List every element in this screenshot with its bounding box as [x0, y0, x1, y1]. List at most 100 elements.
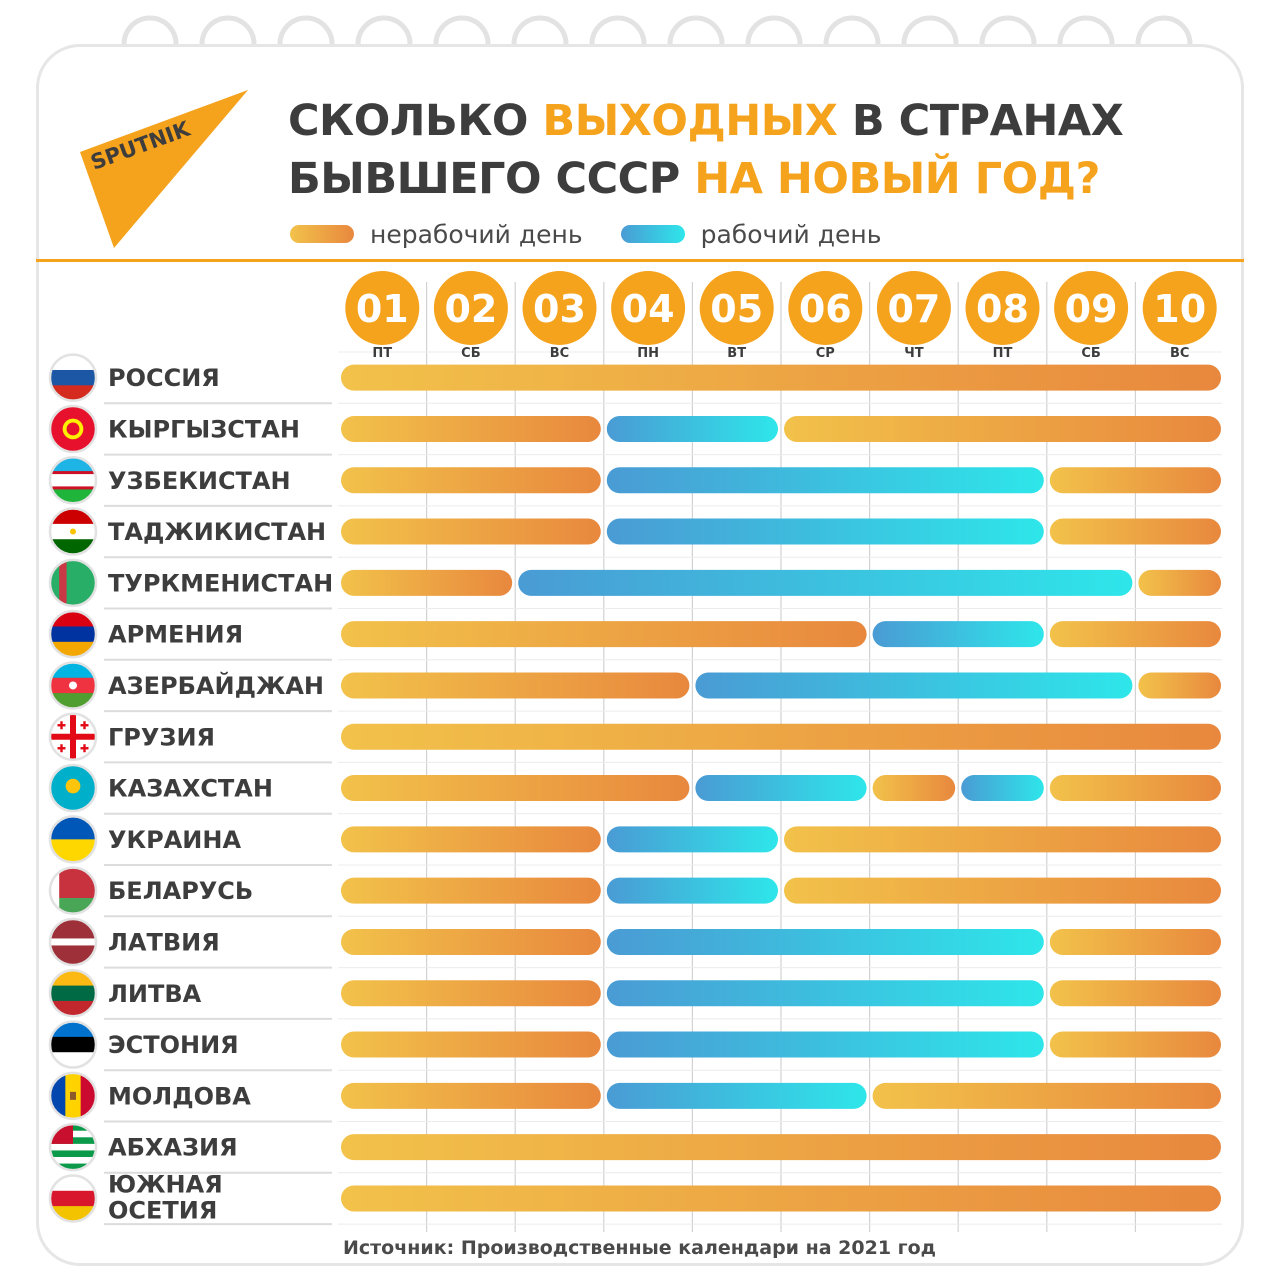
- nonworking-bar: [784, 415, 1221, 442]
- nonworking-bar: [872, 775, 956, 802]
- nonworking-bar: [341, 775, 690, 802]
- uzbekistan-flag-icon: [48, 456, 98, 505]
- nonworking-bar: [1049, 467, 1221, 494]
- nonworking-bar: [1049, 775, 1221, 802]
- date-circle: [433, 271, 508, 345]
- weekday-label: СБ: [461, 346, 480, 361]
- nonworking-bar: [341, 1185, 1221, 1212]
- date-label: 07: [887, 287, 940, 331]
- country-label: ТАДЖИКИСТАН: [108, 518, 326, 546]
- russia-flag-icon: [48, 353, 98, 402]
- working-bar: [606, 826, 778, 853]
- nonworking-bar: [1049, 518, 1221, 545]
- working-bar: [872, 621, 1044, 648]
- belarus-flag-icon: [48, 866, 98, 915]
- nonworking-bar: [341, 569, 513, 596]
- nonworking-bar: [341, 518, 601, 545]
- date-circle: [699, 271, 774, 345]
- date-circle: [611, 271, 686, 345]
- working-bar: [606, 980, 1044, 1007]
- nonworking-bar: [341, 877, 601, 904]
- country-label: ЭСТОНИЯ: [108, 1031, 239, 1059]
- weekday-label: СБ: [1081, 346, 1100, 361]
- date-label: 05: [710, 287, 763, 331]
- country-label: УКРАИНА: [108, 826, 241, 854]
- weekday-label: ПТ: [372, 346, 392, 361]
- tajikistan-flag-icon: [48, 507, 98, 556]
- header-divider: [36, 259, 1244, 262]
- nonworking-bar: [341, 415, 601, 442]
- south-ossetia-flag-icon: [48, 1174, 98, 1223]
- working-bar: [961, 775, 1044, 802]
- nonworking-bar: [1049, 621, 1221, 648]
- country-label: ЮЖНАЯ ОСЕТИЯ: [108, 1170, 223, 1224]
- moldova-flag-icon: [48, 1071, 98, 1121]
- legend-item-nonworking: нерабочий день: [290, 220, 583, 249]
- country-label: АРМЕНИЯ: [108, 621, 243, 649]
- date-circle: [1054, 271, 1129, 345]
- date-circle: [788, 271, 863, 345]
- nonworking-bar: [1049, 928, 1221, 955]
- nonworking-bar: [341, 723, 1221, 750]
- country-label: АБХАЗИЯ: [108, 1134, 238, 1162]
- working-bar: [518, 569, 1133, 596]
- nonworking-bar: [341, 928, 601, 955]
- kazakhstan-flag-icon: [48, 763, 98, 813]
- nonworking-bar: [341, 621, 867, 648]
- date-label: 09: [1065, 287, 1118, 331]
- calendar-card: [36, 44, 1244, 1266]
- nonworking-bar: [872, 1082, 1221, 1109]
- nonworking-bar: [341, 980, 601, 1007]
- working-bar: [606, 928, 1044, 955]
- latvia-flag-icon: [48, 917, 98, 967]
- working-bar: [606, 518, 1044, 545]
- legend-label-nonworking: нерабочий день: [370, 219, 583, 249]
- nonworking-swatch: [290, 225, 354, 243]
- source-note: Источник: Производственные календари на …: [343, 1237, 936, 1259]
- date-circle: [1142, 271, 1217, 345]
- nonworking-bar: [784, 826, 1221, 853]
- kyrgyzstan-flag-icon: [48, 404, 98, 454]
- weekday-label: ПТ: [993, 346, 1013, 361]
- weekday-label: ПН: [637, 346, 659, 361]
- country-label: БЕЛАРУСЬ: [108, 877, 253, 905]
- working-bar: [695, 672, 1133, 699]
- weekday-label: ЧТ: [904, 346, 924, 361]
- country-label: РОССИЯ: [108, 364, 220, 392]
- nonworking-bar: [784, 877, 1221, 904]
- country-label: КАЗАХСТАН: [108, 775, 273, 803]
- nonworking-bar: [341, 364, 1221, 391]
- country-label: АЗЕРБАЙДЖАН: [108, 671, 324, 700]
- nonworking-bar: [341, 1031, 601, 1058]
- date-label: 03: [533, 287, 586, 331]
- nonworking-bar: [341, 467, 601, 494]
- working-bar: [606, 1031, 1044, 1058]
- date-circle: [965, 271, 1040, 345]
- ukraine-flag-icon: [48, 815, 98, 864]
- date-label: 06: [799, 287, 852, 331]
- date-label: 01: [356, 287, 409, 331]
- turkmenistan-flag-icon: [48, 558, 98, 608]
- nonworking-bar: [341, 672, 690, 699]
- lithuania-flag-icon: [48, 969, 98, 1018]
- nonworking-bar: [1049, 980, 1221, 1007]
- nonworking-bar: [341, 1134, 1221, 1161]
- armenia-flag-icon: [48, 609, 98, 659]
- legend-label-working: рабочий день: [700, 219, 882, 249]
- nonworking-bar: [341, 826, 601, 853]
- weekday-label: ВС: [550, 346, 569, 361]
- date-label: 08: [976, 287, 1029, 331]
- working-bar: [606, 1082, 867, 1109]
- georgia-flag-icon: [48, 712, 98, 761]
- page-title: СКОЛЬКО ВЫХОДНЫХ В СТРАНАХ БЫВШЕГО СССР …: [288, 96, 1124, 204]
- date-circle: [522, 271, 597, 345]
- country-label: ЛАТВИЯ: [108, 928, 220, 956]
- sputnik-logo: SPUTNIK: [80, 90, 248, 248]
- azerbaijan-flag-icon: [48, 661, 98, 710]
- estonia-flag-icon: [48, 1020, 98, 1069]
- weekday-label: ВТ: [727, 346, 746, 361]
- weekday-label: СР: [816, 346, 835, 361]
- nonworking-bar: [1049, 1031, 1221, 1058]
- chart-legend: нерабочий день рабочий день: [290, 214, 919, 254]
